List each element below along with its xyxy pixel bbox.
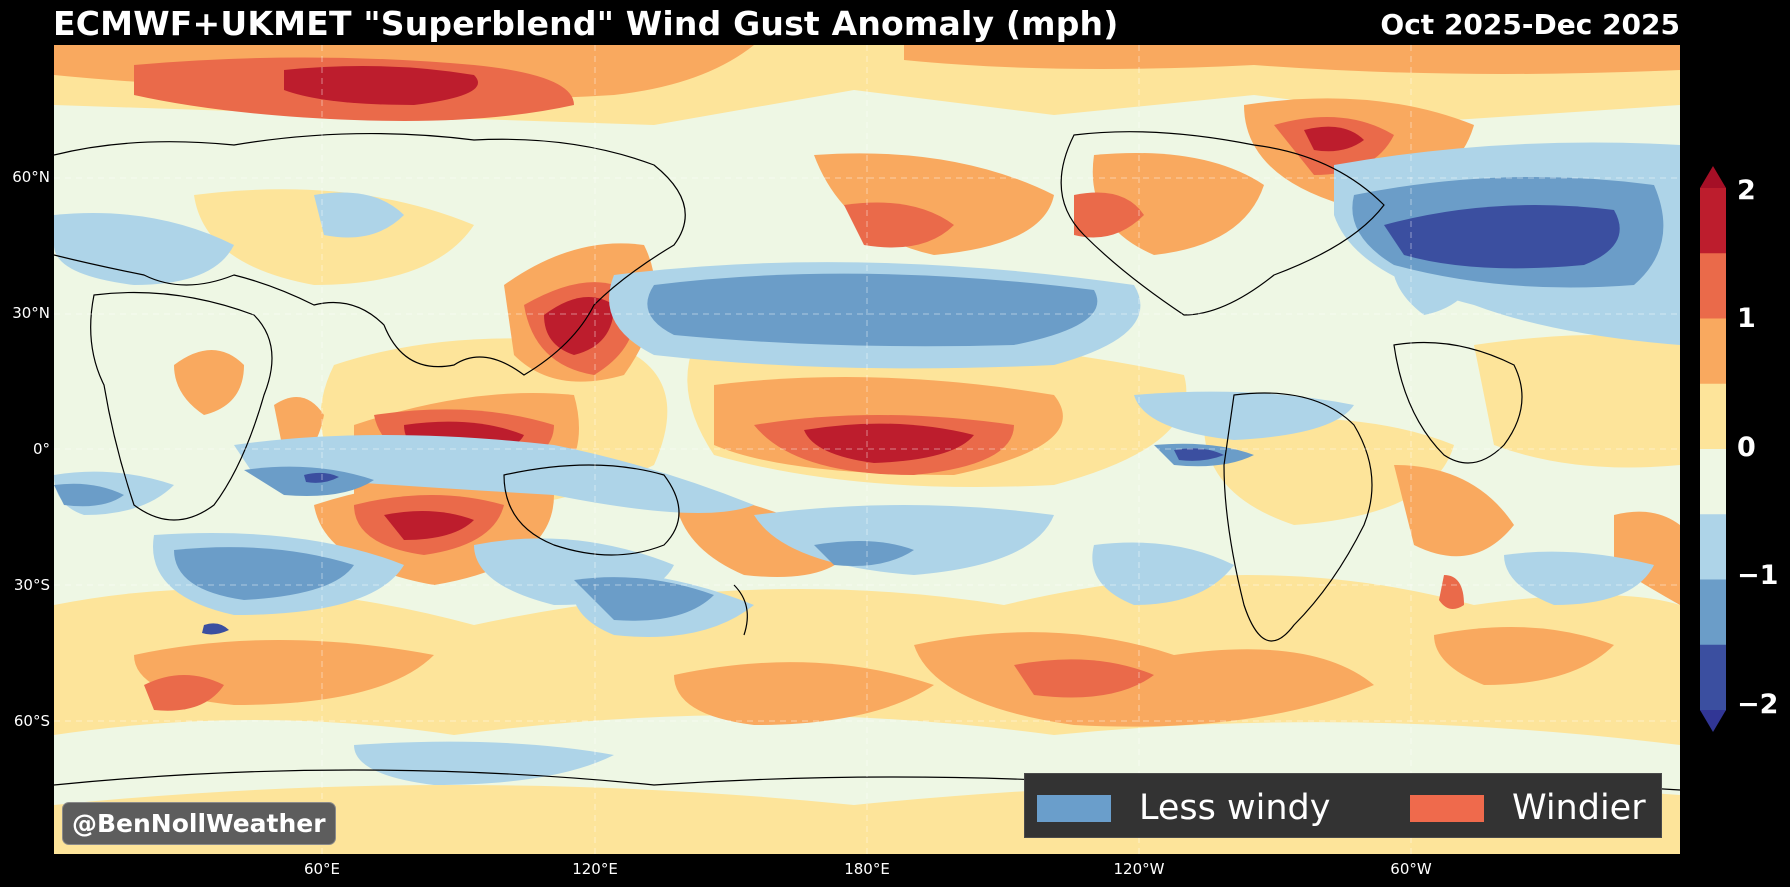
legend-item-less-windy: Less windy bbox=[1037, 788, 1330, 828]
legend-label-less-windy: Less windy bbox=[1139, 788, 1331, 828]
legend-swatch-windier bbox=[1410, 794, 1484, 822]
lon-label-180: 180°E bbox=[844, 860, 890, 878]
author-credit: @BenNollWeather bbox=[62, 802, 336, 845]
anomaly-map bbox=[54, 45, 1680, 854]
colorbar-segment bbox=[1700, 579, 1726, 646]
colorbar-segment bbox=[1700, 383, 1726, 450]
lat-label-60s: 60°S bbox=[13, 712, 50, 730]
legend-item-windier: Windier bbox=[1410, 788, 1646, 828]
lat-label-60n: 60°N bbox=[12, 168, 50, 186]
colorbar-segment bbox=[1700, 644, 1726, 711]
legend-label-windier: Windier bbox=[1512, 788, 1646, 828]
map-canvas bbox=[54, 45, 1680, 854]
forecast-period: Oct 2025-Dec 2025 bbox=[1380, 8, 1680, 41]
negative-anomaly-strong bbox=[202, 205, 1620, 635]
lon-label-120w: 120°W bbox=[1113, 860, 1165, 878]
colorbar-segment bbox=[1700, 253, 1726, 319]
colorbar-extend-low bbox=[1700, 710, 1726, 732]
legend-swatch-less-windy bbox=[1037, 794, 1111, 822]
colorbar-graphic bbox=[1700, 166, 1726, 732]
lon-label-60e: 60°E bbox=[303, 860, 341, 878]
colorbar-tick-neg1: −1 bbox=[1737, 560, 1779, 591]
colorbar-tick-2: 2 bbox=[1737, 175, 1756, 206]
lat-label-30n: 30°N bbox=[12, 304, 50, 322]
colorbar-tick-0: 0 bbox=[1737, 432, 1756, 463]
colorbar-tick-1: 1 bbox=[1737, 303, 1756, 334]
lat-label-30s: 30°S bbox=[13, 576, 50, 594]
lon-label-120e: 120°E bbox=[572, 860, 618, 878]
lat-label-equator: 0° bbox=[32, 440, 50, 458]
colorbar bbox=[1700, 166, 1726, 732]
map-title: ECMWF+UKMET "Superblend" Wind Gust Anoma… bbox=[53, 4, 1119, 43]
lon-label-60w: 60°W bbox=[1390, 860, 1432, 878]
colorbar-segment bbox=[1700, 188, 1726, 254]
colorbar-extend-high bbox=[1700, 166, 1726, 188]
colorbar-segment bbox=[1700, 449, 1726, 515]
colorbar-tick-neg2: −2 bbox=[1737, 689, 1779, 720]
colorbar-segment bbox=[1700, 514, 1726, 580]
map-legend: Less windy Windier bbox=[1024, 773, 1662, 838]
colorbar-segment bbox=[1700, 318, 1726, 385]
graticule bbox=[54, 45, 1680, 854]
